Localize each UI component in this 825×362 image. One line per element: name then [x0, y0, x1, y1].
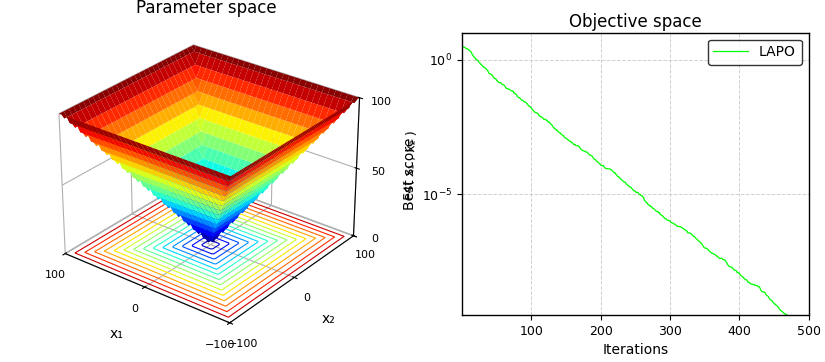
Y-axis label: x₂: x₂ [322, 312, 336, 327]
Y-axis label: Best score: Best score [403, 138, 417, 210]
Title: Objective space: Objective space [569, 13, 701, 31]
LAPO [624, 184, 634, 189]
Legend: LAPO: LAPO [708, 39, 802, 65]
LAPO [741, 278, 751, 282]
LAPO [663, 218, 673, 223]
Line: LAPO: LAPO [463, 47, 808, 335]
LAPO [804, 333, 813, 337]
LAPO [458, 45, 468, 49]
LAPO [622, 182, 632, 186]
X-axis label: Iterations: Iterations [602, 343, 668, 357]
LAPO [645, 203, 655, 207]
LAPO [795, 327, 805, 331]
Title: Parameter space: Parameter space [136, 0, 276, 17]
X-axis label: x₁: x₁ [110, 327, 124, 341]
